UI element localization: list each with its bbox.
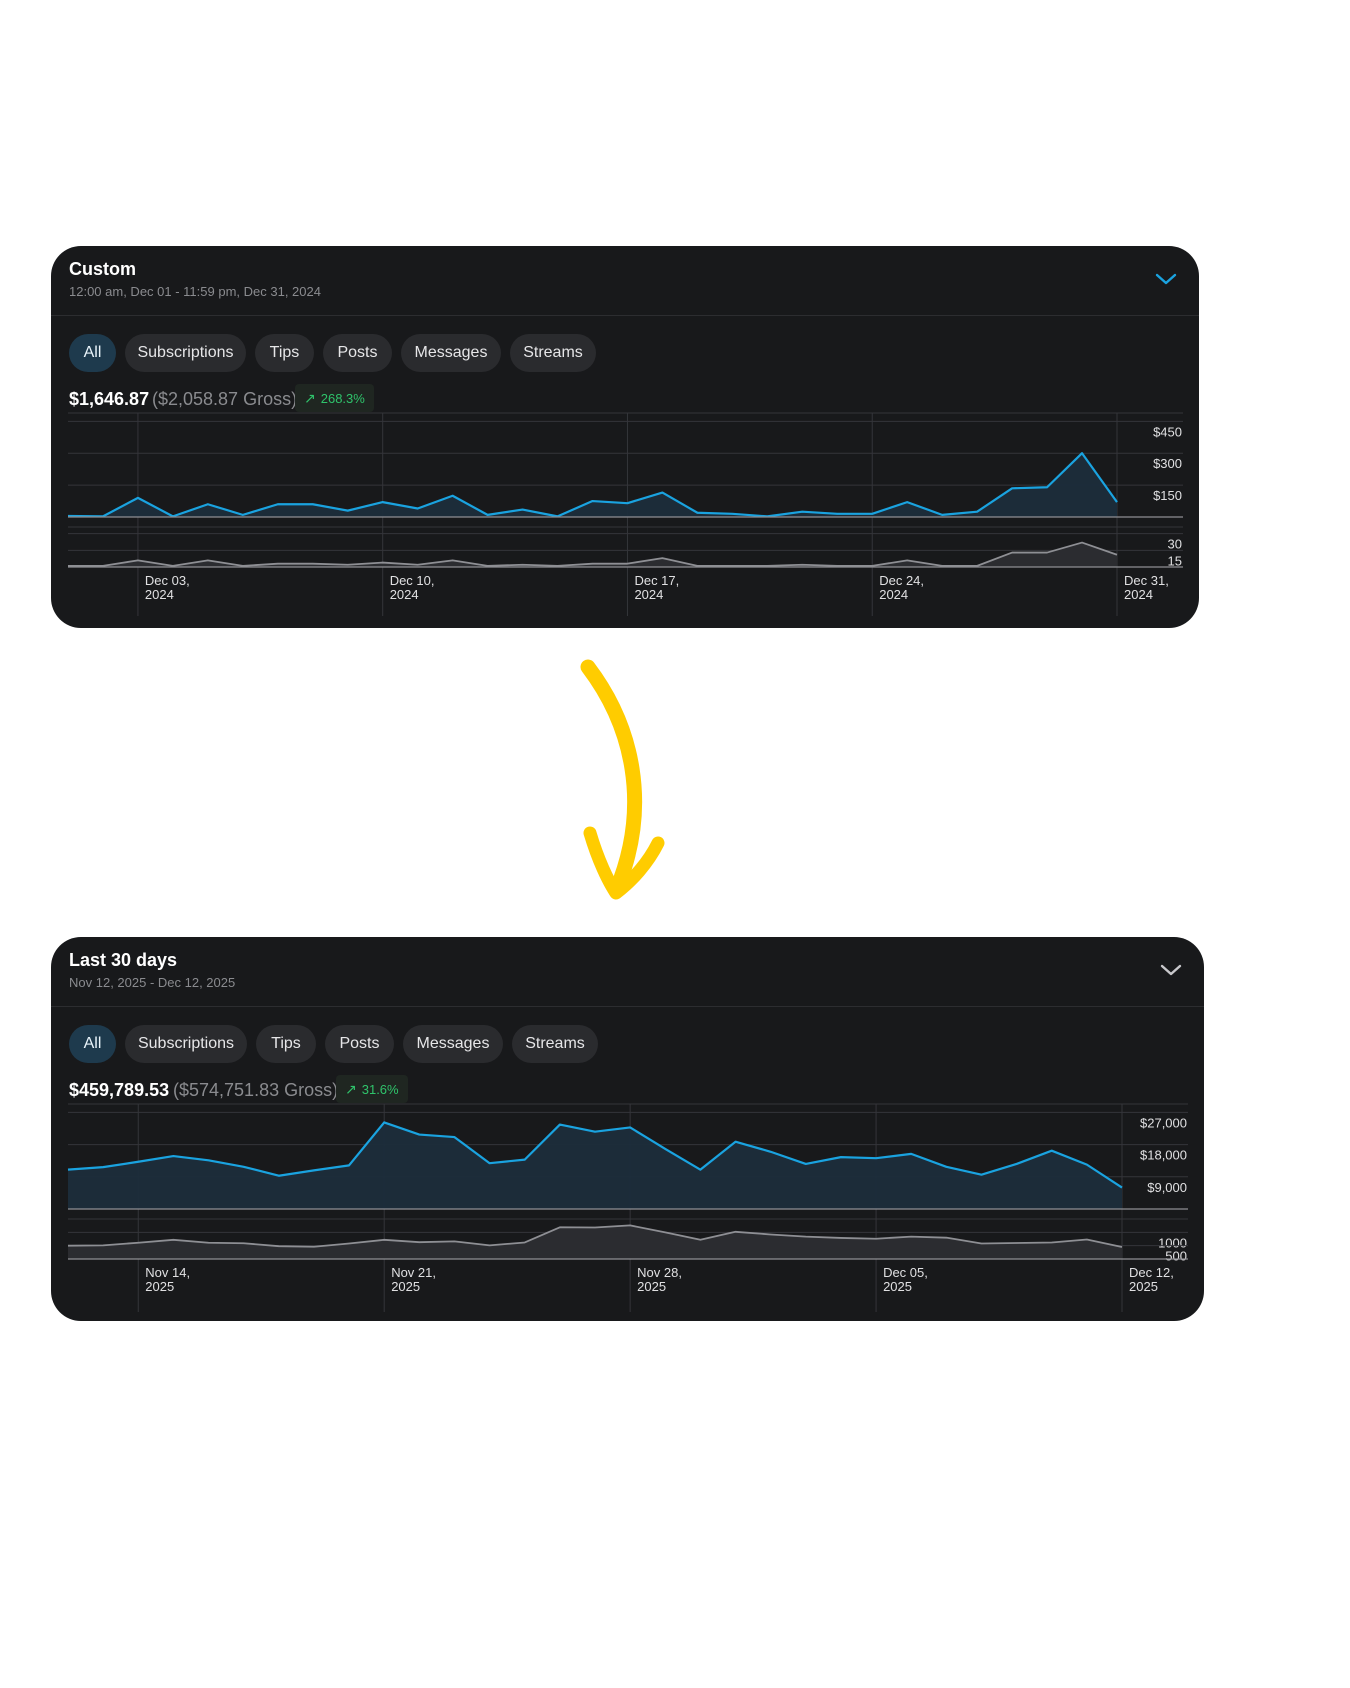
change-value: 31.6%: [361, 1082, 399, 1097]
y-tick-label: $150: [1153, 488, 1182, 503]
x-tick-year: 2024: [1124, 587, 1153, 602]
period-range: Nov 12, 2025 - Dec 12, 2025: [69, 975, 236, 990]
net-earnings: $1,646.87: [69, 389, 150, 409]
tab-all[interactable]: All: [69, 334, 116, 372]
x-tick-label: Dec 31, 2024: [1124, 573, 1169, 602]
x-tick-date: Nov 14,: [145, 1265, 190, 1280]
earnings-card-last-30-days: Last 30 days Nov 12, 2025 - Dec 12, 2025…: [51, 937, 1204, 1321]
trend-up-icon: ↗: [304, 390, 316, 406]
x-tick-label: Dec 12, 2025: [1129, 1265, 1174, 1294]
card-header[interactable]: Custom 12:00 am, Dec 01 - 11:59 pm, Dec …: [51, 246, 1199, 316]
chevron-down-icon[interactable]: [1160, 963, 1182, 977]
change-badge: ↗ 31.6%: [336, 1075, 408, 1103]
y-tick-label: 500: [1165, 1249, 1187, 1264]
change-badge: ↗ 268.3%: [295, 384, 374, 412]
x-tick-label: Nov 21, 2025: [391, 1265, 436, 1294]
x-tick-label: Nov 28, 2025: [637, 1265, 682, 1294]
period-title: Last 30 days: [69, 950, 178, 970]
tab-tips[interactable]: Tips: [256, 1025, 316, 1063]
y-tick-label: $9,000: [1147, 1180, 1187, 1195]
y-tick-label: $450: [1153, 424, 1182, 439]
x-tick-date: Nov 28,: [637, 1265, 682, 1280]
trend-up-icon: ↗: [345, 1081, 357, 1097]
x-tick-year: 2025: [883, 1279, 912, 1294]
count-line: [67, 1224, 1123, 1248]
x-tick-year: 2024: [145, 587, 174, 602]
tab-messages[interactable]: Messages: [403, 1025, 503, 1063]
tab-subscriptions[interactable]: Subscriptions: [125, 1025, 247, 1063]
x-tick-label: Dec 03, 2024: [145, 573, 190, 602]
count-area: [68, 542, 1117, 567]
tab-all[interactable]: All: [69, 1025, 116, 1063]
period-range: 12:00 am, Dec 01 - 11:59 pm, Dec 31, 202…: [69, 284, 321, 299]
down-arrow-icon: [580, 659, 665, 900]
x-tick-date: Dec 12,: [1129, 1265, 1174, 1280]
x-tick-year: 2025: [391, 1279, 420, 1294]
tab-subscriptions[interactable]: Subscriptions: [125, 334, 246, 372]
earnings-line: [67, 452, 1118, 518]
x-tick-date: Dec 31,: [1124, 573, 1169, 588]
tab-posts[interactable]: Posts: [323, 334, 392, 372]
tab-messages[interactable]: Messages: [401, 334, 501, 372]
earnings-area: [68, 453, 1117, 517]
tab-streams[interactable]: Streams: [512, 1025, 598, 1063]
x-tick-year: 2024: [634, 587, 663, 602]
y-tick-label: $27,000: [1140, 1115, 1187, 1130]
y-tick-label: 15: [1168, 553, 1182, 568]
earnings-area: [68, 1122, 1122, 1209]
net-earnings: $459,789.53: [69, 1080, 170, 1100]
x-tick-label: Nov 14, 2025: [145, 1265, 190, 1294]
y-tick-label: 30: [1168, 537, 1182, 552]
y-tick-label: $18,000: [1140, 1148, 1187, 1163]
gross-earnings: ($2,058.87 Gross): [152, 389, 298, 409]
chevron-down-icon[interactable]: [1155, 272, 1177, 286]
x-tick-date: Dec 05,: [883, 1265, 928, 1280]
x-tick-year: 2025: [637, 1279, 666, 1294]
card-header[interactable]: Last 30 days Nov 12, 2025 - Dec 12, 2025: [51, 937, 1204, 1007]
earnings-card-custom: Custom 12:00 am, Dec 01 - 11:59 pm, Dec …: [51, 246, 1199, 628]
x-tick-date: Dec 10,: [390, 573, 435, 588]
count-line: [68, 541, 1118, 567]
earnings-line: [67, 1121, 1123, 1189]
x-tick-date: Dec 03,: [145, 573, 190, 588]
x-tick-year: 2025: [1129, 1279, 1158, 1294]
x-tick-year: 2024: [879, 587, 908, 602]
x-tick-year: 2025: [145, 1279, 174, 1294]
tab-streams[interactable]: Streams: [510, 334, 596, 372]
x-tick-date: Nov 21,: [391, 1265, 436, 1280]
x-tick-label: Dec 10, 2024: [390, 573, 435, 602]
tab-posts[interactable]: Posts: [325, 1025, 394, 1063]
x-tick-date: Dec 17,: [634, 573, 679, 588]
x-tick-label: Dec 17, 2024: [634, 573, 679, 602]
change-value: 268.3%: [320, 391, 365, 406]
x-tick-year: 2024: [390, 587, 419, 602]
x-tick-label: Dec 05, 2025: [883, 1265, 928, 1294]
period-title: Custom: [69, 259, 136, 279]
y-tick-label: $300: [1153, 456, 1182, 471]
x-tick-date: Dec 24,: [879, 573, 924, 588]
tab-tips[interactable]: Tips: [255, 334, 314, 372]
count-area: [68, 1225, 1122, 1259]
y-tick-label: 1000: [1158, 1235, 1187, 1250]
x-tick-label: Dec 24, 2024: [879, 573, 924, 602]
gross-earnings: ($574,751.83 Gross): [173, 1080, 339, 1100]
